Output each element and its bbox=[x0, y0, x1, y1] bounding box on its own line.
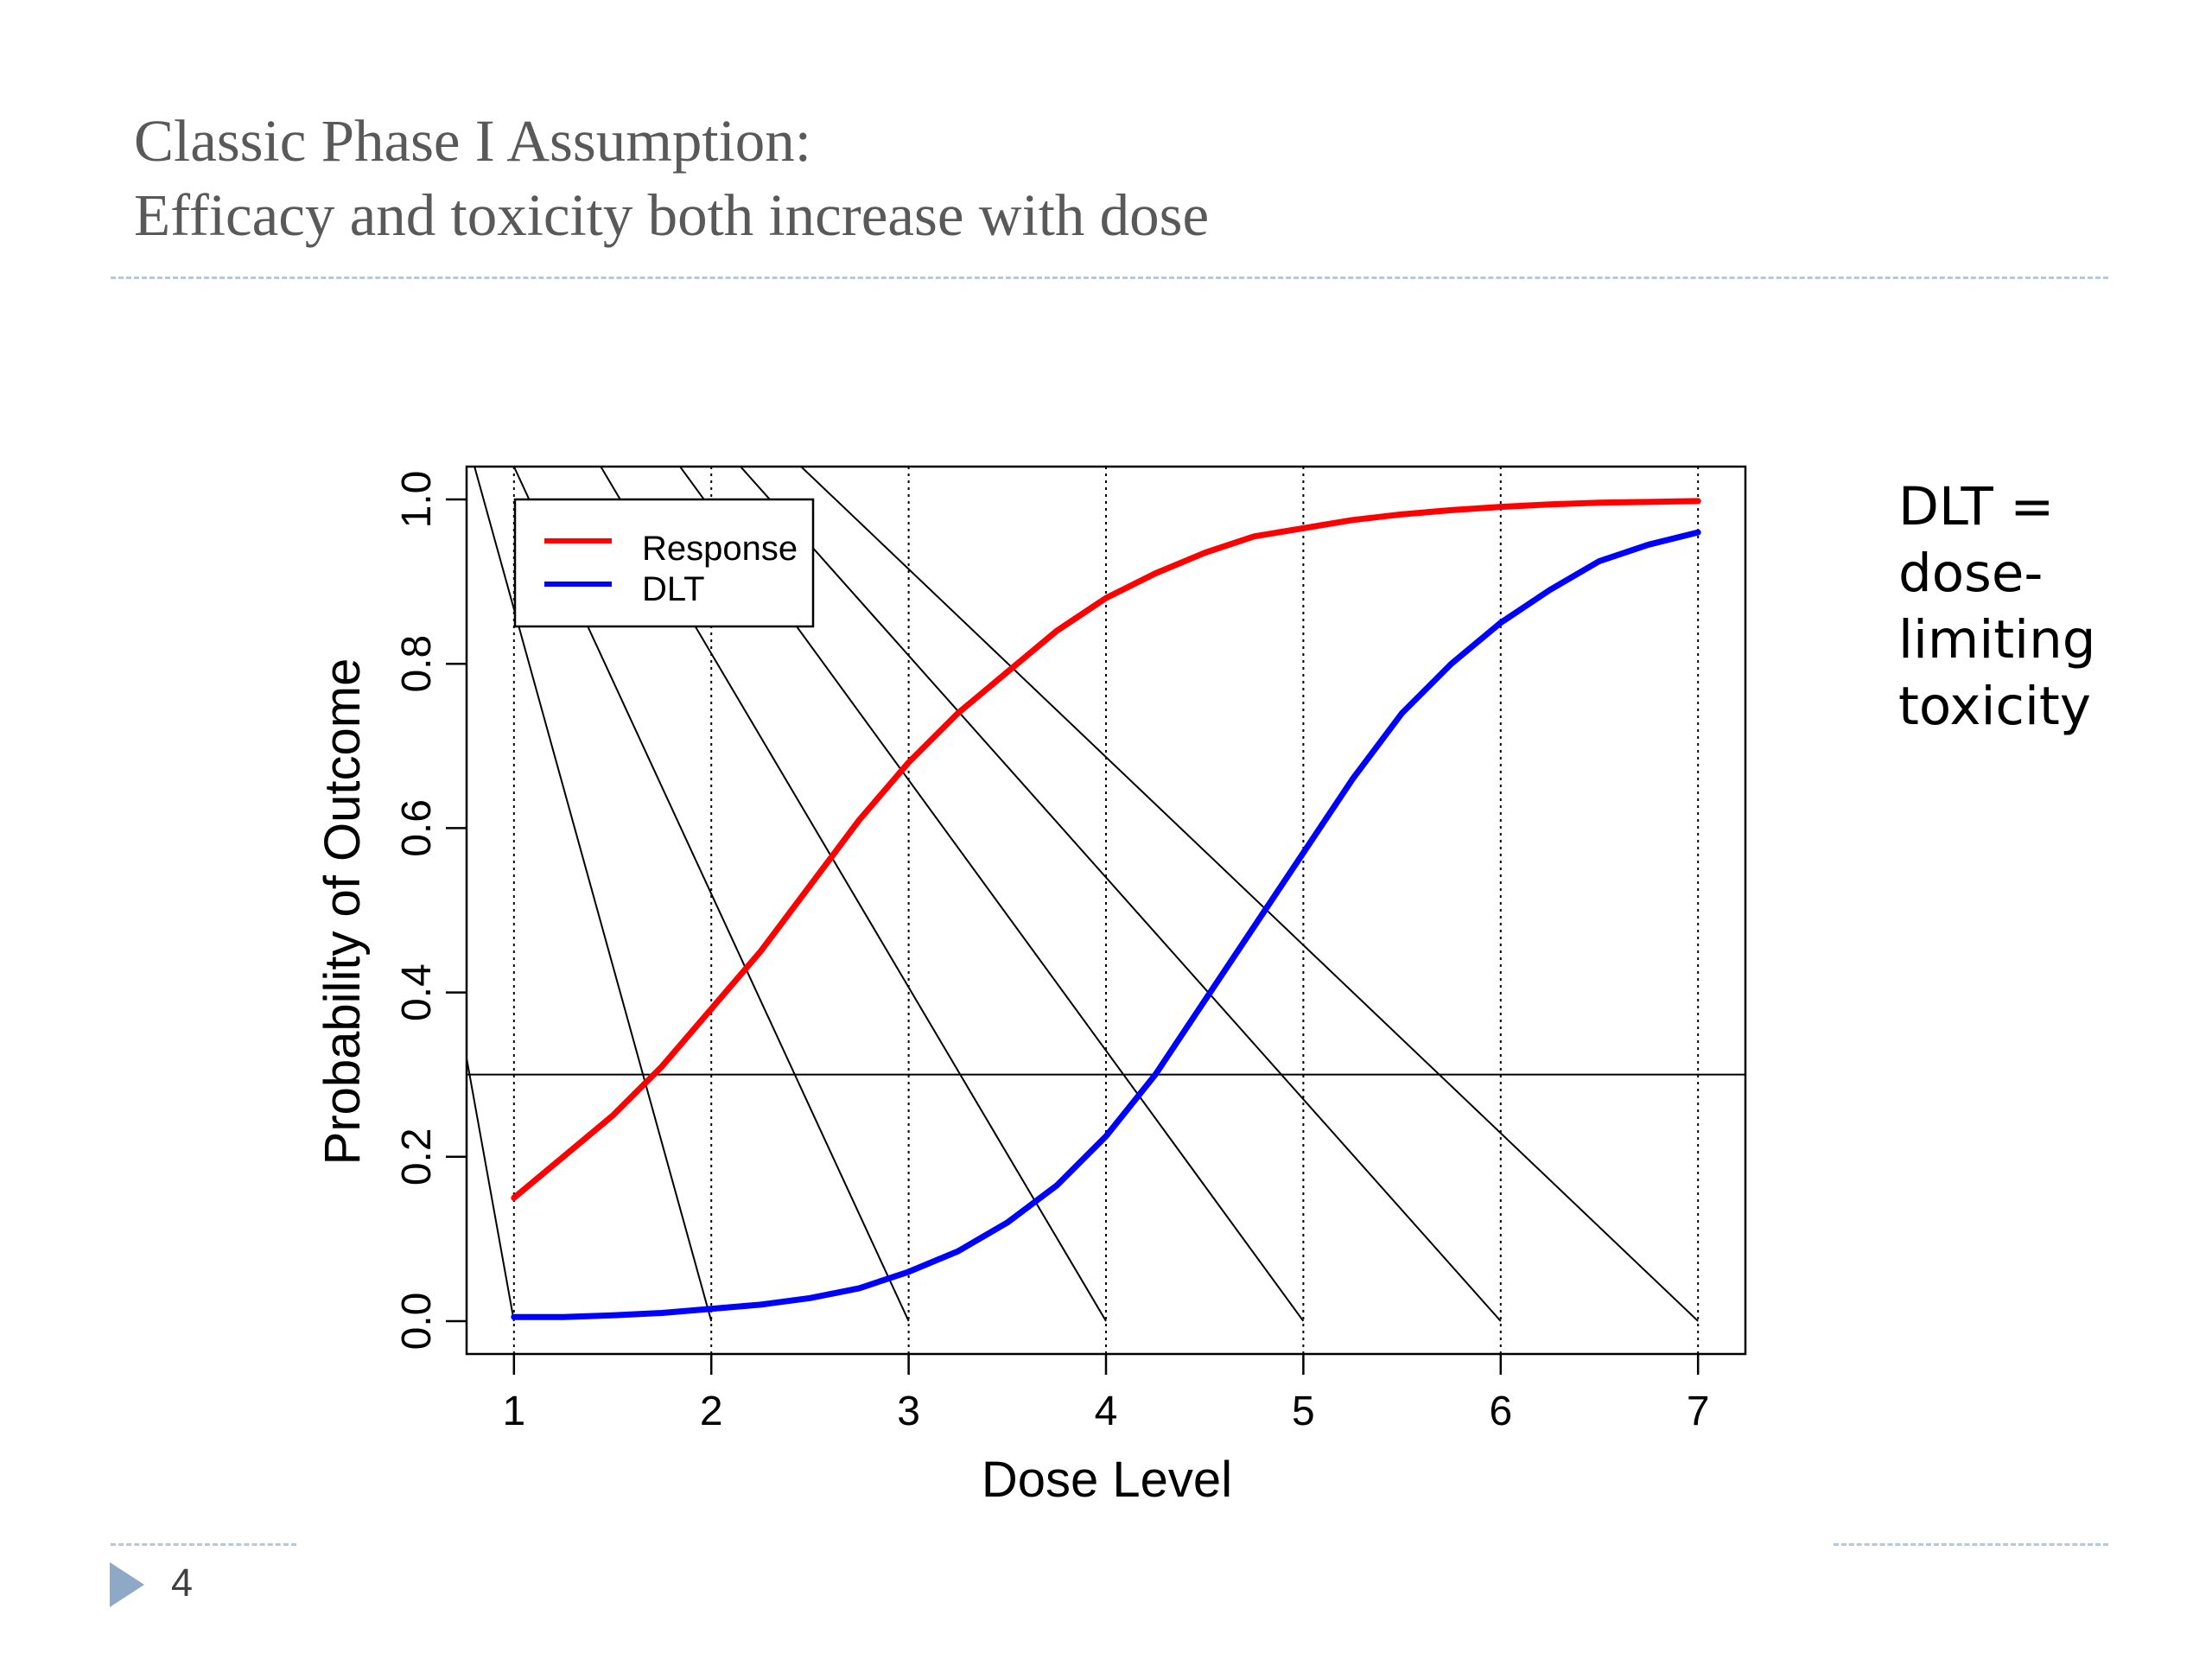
dlt-definition-note: DLT = dose- limiting toxicity bbox=[1898, 474, 2096, 740]
diagonal-reference-line bbox=[678, 467, 1305, 1322]
diagonal-reference-line bbox=[799, 467, 1699, 1322]
footer-divider-right bbox=[1834, 1543, 2108, 1546]
data-point-dlt bbox=[562, 1316, 564, 1319]
diagonal-reference-line bbox=[512, 467, 910, 1322]
data-point-response bbox=[760, 950, 762, 953]
data-point-response bbox=[1302, 527, 1305, 530]
x-tick-label: 6 bbox=[1489, 1389, 1512, 1434]
diagonal-reference-line bbox=[739, 467, 1502, 1322]
data-point-dlt bbox=[710, 1307, 713, 1310]
y-tick-label: 0.0 bbox=[394, 1293, 440, 1351]
data-point-response bbox=[512, 1197, 515, 1199]
diagonal-reference-line bbox=[474, 467, 713, 1322]
data-point-response bbox=[1055, 630, 1058, 632]
y-tick-label: 0.4 bbox=[394, 963, 440, 1021]
slide-title: Classic Phase I Assumption: Efficacy and… bbox=[134, 104, 1209, 252]
data-point-dlt bbox=[858, 1287, 861, 1289]
y-axis-label: Probability of Outcome bbox=[315, 658, 371, 1166]
slide-title-line-1: Classic Phase I Assumption: bbox=[134, 108, 811, 174]
data-point-response bbox=[1105, 597, 1107, 600]
data-point-dlt bbox=[1648, 543, 1650, 546]
legend-label-dlt: DLT bbox=[642, 570, 705, 608]
title-divider bbox=[111, 276, 2108, 279]
data-point-dlt bbox=[1105, 1135, 1107, 1138]
data-point-response bbox=[1598, 501, 1600, 504]
x-tick-label: 1 bbox=[502, 1389, 525, 1434]
data-point-response bbox=[1006, 671, 1008, 673]
triangle-right-icon[interactable] bbox=[110, 1562, 144, 1607]
x-tick-label: 7 bbox=[1687, 1389, 1710, 1434]
data-point-response bbox=[858, 818, 861, 821]
data-point-dlt bbox=[1351, 778, 1354, 780]
data-point-dlt bbox=[1401, 712, 1403, 715]
data-point-dlt bbox=[612, 1314, 614, 1317]
legend-label-response: Response bbox=[642, 530, 798, 568]
x-tick-label: 3 bbox=[897, 1389, 920, 1434]
data-point-dlt bbox=[1499, 621, 1502, 624]
note-line: dose- bbox=[1898, 543, 2044, 604]
data-point-dlt bbox=[1154, 1073, 1157, 1076]
data-point-response bbox=[1697, 499, 1700, 502]
data-point-dlt bbox=[1302, 851, 1305, 854]
note-line: DLT = bbox=[1898, 476, 2055, 537]
data-point-dlt bbox=[760, 1303, 762, 1306]
data-point-response bbox=[612, 1115, 614, 1117]
data-point-response bbox=[1351, 518, 1354, 521]
y-tick-label: 0.6 bbox=[394, 799, 440, 857]
data-point-response bbox=[661, 1065, 664, 1068]
data-point-response bbox=[1648, 500, 1650, 503]
data-point-response bbox=[1548, 503, 1551, 505]
y-tick-label: 0.8 bbox=[394, 635, 440, 693]
data-point-response bbox=[1450, 509, 1452, 512]
data-point-dlt bbox=[1598, 560, 1600, 563]
note-line: limiting bbox=[1898, 609, 2096, 671]
diagonal-reference-line bbox=[600, 467, 1107, 1322]
data-point-response bbox=[710, 1007, 713, 1010]
x-tick-label: 5 bbox=[1292, 1389, 1315, 1434]
data-point-dlt bbox=[661, 1312, 664, 1314]
note-line: toxicity bbox=[1898, 676, 2091, 737]
data-point-dlt bbox=[1450, 663, 1452, 665]
page-number: 4 bbox=[171, 1560, 194, 1605]
data-point-dlt bbox=[957, 1250, 959, 1253]
data-point-dlt bbox=[1006, 1221, 1008, 1224]
footer-divider-left bbox=[111, 1543, 296, 1546]
data-point-response bbox=[1499, 505, 1502, 508]
data-point-response bbox=[1253, 535, 1255, 537]
legend: Response DLT bbox=[513, 498, 815, 628]
y-tick-label: 1.0 bbox=[394, 471, 440, 529]
x-axis-label: Dose Level bbox=[982, 1452, 1232, 1508]
data-point-dlt bbox=[1055, 1185, 1058, 1187]
data-point-dlt bbox=[1548, 588, 1551, 591]
data-point-dlt bbox=[512, 1316, 515, 1319]
data-point-dlt bbox=[1253, 925, 1255, 928]
data-point-response bbox=[1401, 513, 1403, 516]
data-point-dlt bbox=[1697, 531, 1700, 534]
y-tick-label: 0.2 bbox=[394, 1128, 440, 1185]
diagonal-reference-line bbox=[467, 1053, 515, 1322]
x-tick-label: 2 bbox=[700, 1389, 723, 1434]
slide-title-line-2: Efficacy and toxicity both increase with… bbox=[134, 182, 1210, 248]
data-point-dlt bbox=[809, 1297, 811, 1300]
data-point-response bbox=[957, 712, 959, 715]
legend-box bbox=[513, 498, 815, 628]
data-point-response bbox=[562, 1155, 564, 1158]
data-point-response bbox=[1154, 572, 1157, 575]
data-point-dlt bbox=[907, 1270, 910, 1273]
data-point-response bbox=[907, 761, 910, 764]
data-point-response bbox=[809, 884, 811, 887]
data-point-response bbox=[1204, 551, 1206, 554]
data-point-dlt bbox=[1204, 1000, 1206, 1002]
x-tick-label: 4 bbox=[1095, 1389, 1118, 1434]
